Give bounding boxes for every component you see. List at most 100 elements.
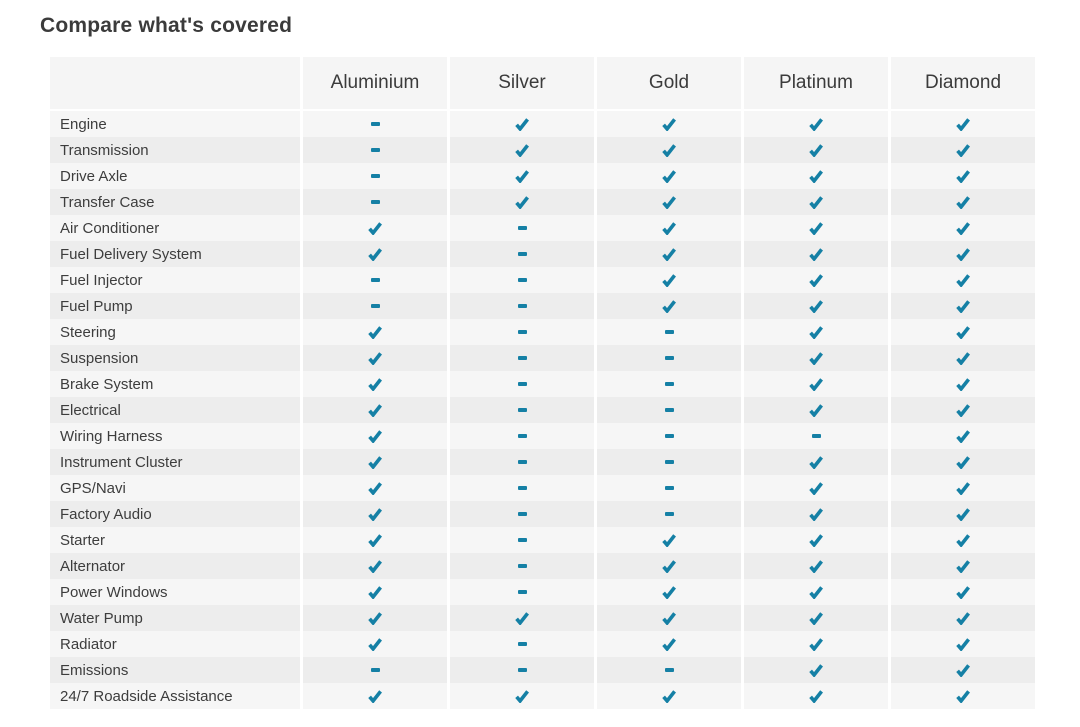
not-covered-cell — [450, 579, 594, 605]
check-icon — [809, 325, 823, 339]
check-icon — [809, 533, 823, 547]
check-icon — [368, 585, 382, 599]
check-icon — [515, 611, 529, 625]
check-icon — [662, 559, 676, 573]
table-row: Alternator — [50, 553, 1035, 579]
covered-cell — [744, 683, 888, 709]
covered-cell — [303, 553, 447, 579]
table-row: Air Conditioner — [50, 215, 1035, 241]
dash-icon — [664, 512, 674, 516]
check-icon — [809, 637, 823, 651]
check-icon — [809, 507, 823, 521]
row-label: Fuel Delivery System — [50, 241, 300, 267]
table-row: Fuel Injector — [50, 267, 1035, 293]
table-row: Radiator — [50, 631, 1035, 657]
row-label: Suspension — [50, 345, 300, 371]
covered-cell — [450, 189, 594, 215]
check-icon — [662, 169, 676, 183]
check-icon — [809, 299, 823, 313]
not-covered-cell — [597, 319, 741, 345]
coverage-comparison-table: Aluminium Silver Gold Platinum Diamond Engin… — [50, 57, 1035, 709]
dash-icon — [370, 148, 380, 152]
not-covered-cell — [450, 501, 594, 527]
check-icon — [368, 559, 382, 573]
covered-cell — [744, 345, 888, 371]
dash-icon — [517, 486, 527, 490]
plan-header-gold: Gold — [597, 57, 741, 109]
covered-cell — [744, 111, 888, 137]
check-icon — [956, 377, 970, 391]
check-icon — [809, 273, 823, 287]
covered-cell — [891, 241, 1035, 267]
covered-cell — [744, 137, 888, 163]
covered-cell — [744, 241, 888, 267]
not-covered-cell — [450, 475, 594, 501]
table-row: Wiring Harness — [50, 423, 1035, 449]
check-icon — [956, 689, 970, 703]
table-row: Instrument Cluster — [50, 449, 1035, 475]
table-row: 24/7 Roadside Assistance — [50, 683, 1035, 709]
covered-cell — [891, 423, 1035, 449]
covered-cell — [597, 605, 741, 631]
not-covered-cell — [450, 371, 594, 397]
row-label: Fuel Injector — [50, 267, 300, 293]
check-icon — [956, 663, 970, 677]
dash-icon — [517, 538, 527, 542]
check-icon — [662, 299, 676, 313]
covered-cell — [597, 241, 741, 267]
dash-icon — [517, 252, 527, 256]
table-row: Transmission — [50, 137, 1035, 163]
row-label: Brake System — [50, 371, 300, 397]
check-icon — [809, 689, 823, 703]
dash-icon — [517, 512, 527, 516]
header-empty-cell — [50, 57, 300, 109]
check-icon — [809, 585, 823, 599]
check-icon — [956, 247, 970, 261]
table-row: Water Pump — [50, 605, 1035, 631]
plan-header-aluminium: Aluminium — [303, 57, 447, 109]
check-icon — [809, 195, 823, 209]
dash-icon — [370, 174, 380, 178]
not-covered-cell — [450, 267, 594, 293]
covered-cell — [744, 501, 888, 527]
dash-icon — [370, 668, 380, 672]
plan-header-diamond: Diamond — [891, 57, 1035, 109]
not-covered-cell — [450, 241, 594, 267]
covered-cell — [744, 293, 888, 319]
check-icon — [809, 169, 823, 183]
covered-cell — [597, 215, 741, 241]
covered-cell — [891, 553, 1035, 579]
dash-icon — [517, 564, 527, 568]
covered-cell — [597, 111, 741, 137]
covered-cell — [597, 579, 741, 605]
covered-cell — [303, 241, 447, 267]
dash-icon — [517, 434, 527, 438]
table-row: Transfer Case — [50, 189, 1035, 215]
check-icon — [368, 533, 382, 547]
table-header-row: Aluminium Silver Gold Platinum Diamond — [50, 57, 1035, 109]
covered-cell — [891, 683, 1035, 709]
check-icon — [956, 351, 970, 365]
check-icon — [368, 403, 382, 417]
not-covered-cell — [303, 189, 447, 215]
covered-cell — [597, 189, 741, 215]
covered-cell — [303, 631, 447, 657]
covered-cell — [744, 189, 888, 215]
covered-cell — [744, 215, 888, 241]
check-icon — [956, 507, 970, 521]
row-label: Transmission — [50, 137, 300, 163]
not-covered-cell — [597, 449, 741, 475]
covered-cell — [744, 553, 888, 579]
check-icon — [809, 611, 823, 625]
check-icon — [956, 195, 970, 209]
covered-cell — [303, 423, 447, 449]
covered-cell — [891, 163, 1035, 189]
check-icon — [368, 455, 382, 469]
table-row: Steering — [50, 319, 1035, 345]
covered-cell — [303, 215, 447, 241]
table-row: Electrical — [50, 397, 1035, 423]
not-covered-cell — [597, 657, 741, 683]
table-row: GPS/Navi — [50, 475, 1035, 501]
row-label: Steering — [50, 319, 300, 345]
not-covered-cell — [597, 501, 741, 527]
